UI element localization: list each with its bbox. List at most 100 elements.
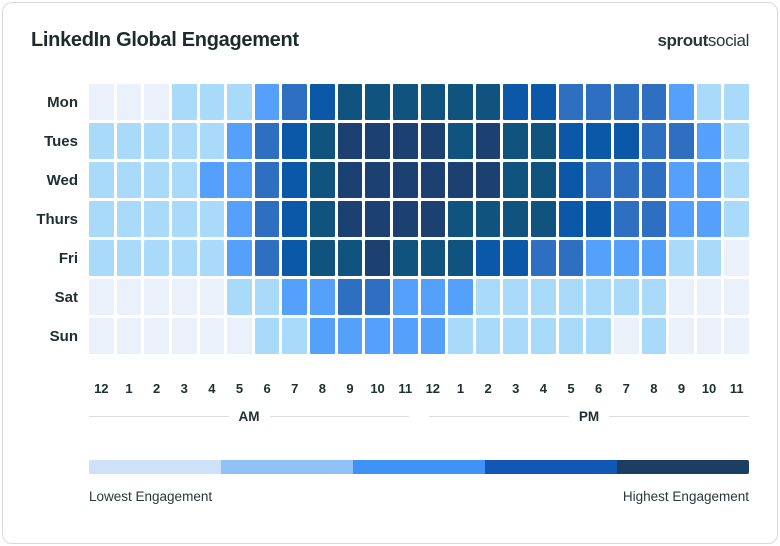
heatmap-cell — [503, 279, 528, 315]
heatmap-cell — [392, 240, 418, 276]
heatmap-cell — [116, 279, 142, 315]
heatmap-cell — [586, 123, 611, 159]
day-axis: Mon Tues Wed Thurs Fri Sat Sun — [31, 84, 89, 504]
heatmap-cell — [116, 123, 142, 159]
heatmap-cell — [475, 162, 501, 198]
pm-line-left — [429, 416, 569, 417]
heatmap-cell — [199, 201, 225, 237]
hour-label: 10 — [370, 381, 385, 396]
heatmap-cell — [586, 240, 611, 276]
heatmap-body: 12 1 2 3 4 5 6 7 8 9 10 11 12 1 2 3 4 5 6 7 8 9 10 11 AM PM Low… — [89, 84, 749, 504]
heatmap-cell — [365, 123, 390, 159]
heatmap-cell — [669, 318, 694, 354]
heatmap-cell — [641, 162, 667, 198]
heatmap-cell — [116, 240, 142, 276]
heatmap-cell — [696, 318, 722, 354]
day-label-sat: Sat — [54, 288, 78, 306]
heatmap-cell — [89, 162, 114, 198]
heatmap-cell — [199, 123, 225, 159]
heatmap-cell — [254, 318, 280, 354]
hour-label: 8 — [318, 381, 326, 396]
heatmap-cell — [558, 318, 584, 354]
heatmap-cell — [254, 279, 280, 315]
heatmap-cell — [531, 240, 556, 276]
hour-label: 7 — [291, 381, 299, 396]
hour-label: 2 — [484, 381, 492, 396]
heatmap-cell — [669, 123, 694, 159]
heatmap-cell — [696, 279, 722, 315]
heatmap-cell — [282, 84, 307, 120]
heatmap-cell — [337, 201, 363, 237]
legend-segment — [485, 460, 617, 474]
heatmap-cell — [503, 84, 528, 120]
heatmap-cell — [448, 123, 473, 159]
heatmap-cell — [227, 201, 252, 237]
heatmap-cell — [171, 318, 197, 354]
heatmap-cell — [448, 279, 473, 315]
pm-label: PM — [578, 409, 600, 424]
heatmap-cell — [227, 318, 252, 354]
heatmap-cell — [89, 318, 114, 354]
heatmap-cell — [669, 162, 694, 198]
heatmap-cell — [641, 84, 667, 120]
heatmap-cell — [337, 162, 363, 198]
heatmap-cell — [392, 123, 418, 159]
heatmap-cell — [254, 162, 280, 198]
heatmap-cell — [448, 318, 473, 354]
heatmap-cell — [282, 279, 307, 315]
heatmap-cell — [641, 279, 667, 315]
legend-gradient-bar — [89, 460, 749, 474]
heatmap-cell — [144, 279, 169, 315]
heatmap-cell — [282, 318, 307, 354]
heatmap-cell — [641, 318, 667, 354]
heatmap-cell — [227, 162, 252, 198]
hour-label: 6 — [263, 381, 271, 396]
heatmap-cell — [337, 240, 363, 276]
hour-label: 2 — [152, 381, 161, 396]
heatmap-cell — [669, 279, 694, 315]
heatmap-cell — [586, 279, 611, 315]
heatmap-cell — [144, 318, 169, 354]
hour-label: 7 — [622, 381, 630, 396]
legend-segment — [353, 460, 485, 474]
heatmap-cell — [392, 201, 418, 237]
day-label-sun: Sun — [49, 327, 78, 345]
am-line-right — [269, 416, 409, 417]
heatmap-cell — [254, 84, 280, 120]
heatmap-cell — [420, 84, 446, 120]
hour-label: 1 — [456, 381, 465, 396]
heatmap-cell — [89, 123, 114, 159]
legend-segment — [617, 460, 749, 474]
heatmap-cell — [669, 84, 694, 120]
heatmap-cell — [89, 201, 114, 237]
heatmap-cell — [89, 84, 114, 120]
heatmap-cell — [420, 162, 446, 198]
hour-label: 9 — [346, 381, 354, 396]
hour-label: 8 — [650, 381, 658, 396]
heatmap-cell — [669, 201, 694, 237]
heatmap-cell — [558, 279, 584, 315]
heatmap-cell — [613, 279, 639, 315]
heatmap-chart: Mon Tues Wed Thurs Fri Sat Sun 12 1 2 3 4 5 6 7 8 9 10 11… — [31, 84, 749, 504]
heatmap-cell — [365, 240, 390, 276]
page-title: LinkedIn Global Engagement — [31, 29, 299, 51]
heatmap-cell — [613, 201, 639, 237]
hour-label: 5 — [235, 381, 244, 396]
heatmap-cell — [669, 240, 694, 276]
heatmap-cell — [310, 201, 335, 237]
heatmap-cell — [558, 123, 584, 159]
heatmap-cell — [282, 240, 307, 276]
heatmap-cell — [199, 162, 225, 198]
legend-segment — [221, 460, 353, 474]
pm-group: PM — [419, 409, 749, 424]
pm-line-right — [609, 416, 749, 417]
heatmap-cell — [724, 123, 749, 159]
am-group: AM — [89, 409, 419, 424]
heatmap-cell — [641, 240, 667, 276]
heatmap-cell — [282, 201, 307, 237]
day-label-tues: Tues — [44, 132, 78, 150]
am-label: AM — [238, 409, 260, 424]
heatmap-cell — [531, 279, 556, 315]
heatmap-cell — [310, 123, 335, 159]
am-line-left — [89, 416, 229, 417]
